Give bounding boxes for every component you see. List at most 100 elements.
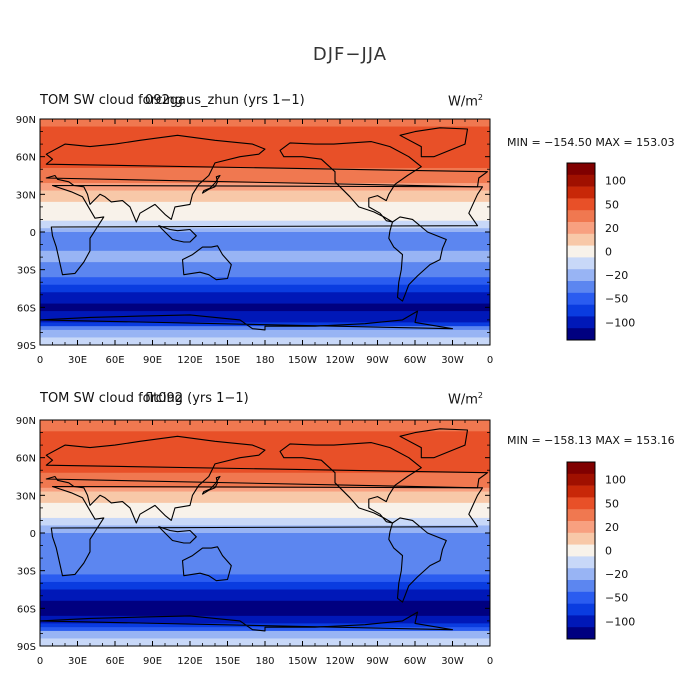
field-band bbox=[40, 559, 490, 564]
field-band bbox=[40, 190, 490, 195]
x-tick-label: 90E bbox=[143, 656, 162, 667]
field-band bbox=[40, 269, 490, 275]
field-band bbox=[40, 480, 490, 485]
field-band bbox=[40, 262, 490, 267]
panel-2-units: W/m2 bbox=[448, 391, 483, 407]
y-tick-label: 30N bbox=[16, 491, 36, 502]
field-band bbox=[40, 544, 490, 549]
field-band bbox=[40, 160, 490, 165]
field-band bbox=[40, 510, 490, 515]
x-tick-label: 150W bbox=[288, 656, 317, 667]
field-band bbox=[40, 597, 490, 602]
coastline-greenland bbox=[399, 127, 469, 158]
field-band bbox=[40, 634, 490, 640]
field-band bbox=[40, 299, 490, 305]
field-band bbox=[40, 476, 490, 481]
coastline-africa bbox=[50, 184, 484, 276]
colorbar-frame bbox=[566, 461, 596, 640]
field-band bbox=[40, 612, 490, 617]
field-band bbox=[40, 446, 490, 451]
colorbar-tick-label: −20 bbox=[605, 269, 628, 282]
field-band bbox=[40, 311, 490, 316]
field-band bbox=[40, 506, 490, 511]
field-band bbox=[40, 194, 490, 199]
field-band bbox=[40, 608, 490, 613]
colorbar-tick-label: 50 bbox=[605, 198, 619, 211]
field-band bbox=[40, 453, 490, 459]
y-tick-label: 90N bbox=[16, 115, 36, 126]
field-band bbox=[40, 152, 490, 158]
colorbar-swatch bbox=[567, 233, 595, 246]
field-band bbox=[40, 239, 490, 244]
field-band bbox=[40, 487, 490, 493]
field-band bbox=[40, 213, 490, 218]
field-band bbox=[40, 457, 490, 463]
x-tick-label: 90W bbox=[366, 656, 389, 667]
field-band bbox=[40, 130, 490, 135]
panel-2-colorbar: 100 50 20 0 −20 −50 −100 bbox=[566, 461, 635, 640]
field-band bbox=[40, 484, 490, 489]
field-band bbox=[40, 280, 490, 286]
x-tick-label: 30W bbox=[441, 355, 464, 366]
coastline-indonesia bbox=[158, 225, 197, 243]
coastline-south-america bbox=[388, 517, 447, 603]
colorbar-swatch bbox=[567, 509, 595, 522]
y-tick-label: 0 bbox=[30, 529, 36, 540]
field-band bbox=[40, 141, 490, 146]
panel-2-units-exp: 2 bbox=[477, 391, 483, 400]
coastline-japan bbox=[201, 475, 221, 495]
colorbar-swatch bbox=[567, 269, 595, 282]
y-tick-label: 30S bbox=[17, 567, 36, 578]
coastline-north-america bbox=[279, 442, 422, 524]
colorbar-swatch bbox=[567, 485, 595, 498]
panel-1-units: W/m2 bbox=[448, 93, 483, 109]
x-tick-label: 150E bbox=[215, 355, 240, 366]
coastline-greenland bbox=[399, 428, 469, 459]
field-band bbox=[40, 540, 490, 545]
field-band bbox=[40, 589, 490, 594]
panel-2-coastlines bbox=[40, 428, 489, 632]
field-band bbox=[40, 600, 490, 606]
field-band bbox=[40, 198, 490, 203]
colorbar-tick-label: 20 bbox=[605, 521, 619, 534]
field-band bbox=[40, 578, 490, 583]
field-band bbox=[40, 435, 490, 440]
x-tick-label: 30W bbox=[441, 656, 464, 667]
coastline-africa bbox=[50, 485, 484, 577]
panel-1-colorbar: 100 50 20 0 −20 −50 −100 bbox=[566, 162, 635, 341]
field-band bbox=[40, 156, 490, 162]
field-band bbox=[40, 427, 490, 432]
y-tick-label: 60N bbox=[16, 153, 36, 164]
colorbar-tick-label: −100 bbox=[605, 316, 635, 329]
colorbar-swatch bbox=[567, 591, 595, 604]
field-band bbox=[40, 491, 490, 496]
field-band bbox=[40, 619, 490, 624]
coastline-south-america bbox=[388, 216, 447, 302]
field-band bbox=[40, 288, 490, 293]
x-tick-label: 0 bbox=[37, 656, 43, 667]
colorbar-tick-label: 20 bbox=[605, 222, 619, 235]
field-band bbox=[40, 247, 490, 252]
panel-2-title: TOM SW cloud forcingflt092 (yrs 1−1) bbox=[40, 391, 249, 406]
field-band bbox=[40, 175, 490, 180]
field-band bbox=[40, 570, 490, 576]
colorbar-swatch bbox=[567, 462, 595, 475]
field-band bbox=[40, 450, 490, 455]
field-band bbox=[40, 243, 490, 248]
field-band bbox=[40, 461, 490, 466]
y-tick-label: 90S bbox=[17, 341, 36, 352]
panel-2-map: 0 30E 60E 90E 120E 150E 180 150W 120W 90W 60W 30W 09… bbox=[16, 416, 493, 667]
coastline-japan bbox=[201, 174, 221, 194]
field-band bbox=[40, 183, 490, 188]
field-band bbox=[40, 167, 490, 173]
colorbar-swatch bbox=[567, 544, 595, 557]
field-band bbox=[40, 593, 490, 598]
field-band bbox=[40, 533, 490, 538]
y-tick-label: 60S bbox=[17, 303, 36, 314]
field-band bbox=[40, 536, 490, 542]
colorbar-swatch bbox=[567, 163, 595, 176]
coastline-antarctica bbox=[40, 611, 454, 632]
coastline-australia bbox=[181, 245, 232, 281]
field-band bbox=[40, 465, 490, 470]
field-band bbox=[40, 284, 490, 290]
